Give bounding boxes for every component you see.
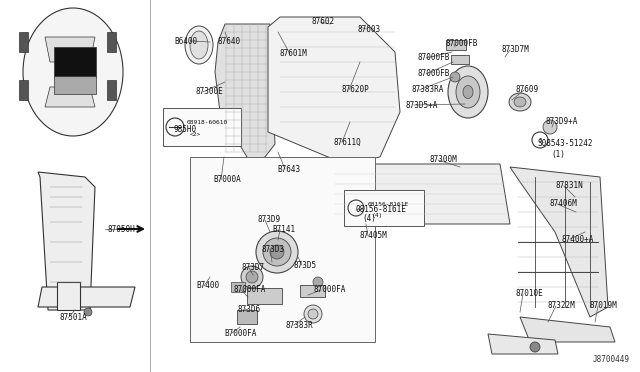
Bar bbox=[190, 157, 375, 342]
Text: 87300M: 87300M bbox=[430, 155, 458, 164]
Text: 87602: 87602 bbox=[312, 17, 335, 26]
Text: 87400+A: 87400+A bbox=[562, 234, 595, 244]
Polygon shape bbox=[488, 334, 558, 354]
Polygon shape bbox=[268, 17, 400, 164]
Text: 873D7M: 873D7M bbox=[502, 45, 530, 55]
Circle shape bbox=[450, 72, 460, 82]
Text: 87000FA: 87000FA bbox=[233, 285, 266, 295]
Text: 87000FA: 87000FA bbox=[313, 285, 346, 295]
Ellipse shape bbox=[448, 66, 488, 118]
Text: 87406M: 87406M bbox=[549, 199, 577, 208]
Text: B6400: B6400 bbox=[174, 36, 197, 45]
Text: 873D7: 873D7 bbox=[241, 263, 264, 273]
Text: 87050H: 87050H bbox=[108, 224, 136, 234]
Polygon shape bbox=[38, 287, 135, 307]
Text: 873D3: 873D3 bbox=[262, 244, 285, 253]
Text: 87611Q: 87611Q bbox=[334, 138, 362, 147]
Text: 87609: 87609 bbox=[516, 86, 539, 94]
Text: 87000FB: 87000FB bbox=[418, 54, 451, 62]
Bar bbox=[231, 282, 245, 292]
Text: 87601M: 87601M bbox=[280, 49, 308, 58]
Polygon shape bbox=[330, 164, 510, 224]
Text: 873D9: 873D9 bbox=[257, 215, 280, 224]
Text: 985H0: 985H0 bbox=[174, 125, 197, 134]
Text: 873D9+A: 873D9+A bbox=[546, 118, 579, 126]
Ellipse shape bbox=[304, 305, 322, 323]
Bar bbox=[54, 76, 96, 94]
Bar bbox=[237, 310, 257, 324]
Polygon shape bbox=[57, 282, 80, 310]
Text: 873D5+A: 873D5+A bbox=[406, 100, 438, 109]
Bar bbox=[163, 108, 241, 146]
Text: 08918-60610: 08918-60610 bbox=[187, 119, 228, 125]
Text: 87322M: 87322M bbox=[548, 301, 576, 311]
Text: 87640: 87640 bbox=[218, 36, 241, 45]
Ellipse shape bbox=[263, 238, 291, 266]
Text: (4): (4) bbox=[362, 215, 376, 224]
Ellipse shape bbox=[185, 26, 213, 64]
Text: 87501A: 87501A bbox=[60, 314, 88, 323]
Ellipse shape bbox=[23, 8, 123, 136]
Text: 87010E: 87010E bbox=[515, 289, 543, 298]
Text: 87603: 87603 bbox=[358, 25, 381, 33]
Bar bbox=[107, 32, 116, 52]
Bar bbox=[107, 80, 116, 100]
Ellipse shape bbox=[270, 245, 284, 259]
Text: B7141: B7141 bbox=[272, 225, 295, 234]
Text: 87000FB: 87000FB bbox=[446, 39, 478, 48]
Text: 87019M: 87019M bbox=[590, 301, 618, 311]
Ellipse shape bbox=[543, 120, 557, 134]
Text: 87300E: 87300E bbox=[195, 87, 223, 96]
Ellipse shape bbox=[456, 76, 480, 108]
Ellipse shape bbox=[241, 266, 263, 288]
Bar bbox=[451, 55, 469, 64]
Bar bbox=[300, 285, 325, 297]
Polygon shape bbox=[510, 167, 608, 317]
Polygon shape bbox=[45, 37, 95, 62]
Text: 87405M: 87405M bbox=[360, 231, 388, 241]
Circle shape bbox=[84, 308, 92, 316]
Ellipse shape bbox=[463, 86, 473, 99]
Polygon shape bbox=[215, 24, 275, 162]
Bar bbox=[247, 288, 282, 304]
Bar bbox=[19, 80, 28, 100]
Text: B7400: B7400 bbox=[196, 282, 219, 291]
Ellipse shape bbox=[246, 271, 258, 283]
Bar bbox=[446, 40, 466, 50]
Text: <2>: <2> bbox=[190, 131, 201, 137]
Text: J8700449: J8700449 bbox=[593, 355, 630, 364]
Bar bbox=[54, 47, 96, 77]
Text: (4): (4) bbox=[372, 214, 383, 218]
Text: 873D5: 873D5 bbox=[294, 260, 317, 269]
Text: B7643: B7643 bbox=[277, 164, 300, 173]
Ellipse shape bbox=[190, 31, 208, 59]
Text: 87383RA: 87383RA bbox=[411, 86, 444, 94]
Ellipse shape bbox=[308, 309, 318, 319]
Text: 08156-8161E: 08156-8161E bbox=[355, 205, 406, 214]
Text: 87331N: 87331N bbox=[556, 182, 584, 190]
Polygon shape bbox=[38, 172, 95, 310]
Polygon shape bbox=[45, 87, 95, 107]
Text: B7000FA: B7000FA bbox=[224, 328, 257, 337]
Text: S: S bbox=[538, 138, 541, 142]
Text: S08543-51242: S08543-51242 bbox=[537, 140, 593, 148]
Polygon shape bbox=[520, 317, 615, 342]
Text: B7000A: B7000A bbox=[213, 176, 241, 185]
Ellipse shape bbox=[509, 93, 531, 111]
Text: 87000FB: 87000FB bbox=[418, 70, 451, 78]
Circle shape bbox=[313, 277, 323, 287]
Bar bbox=[19, 32, 28, 52]
Ellipse shape bbox=[514, 97, 526, 107]
Text: 87620P: 87620P bbox=[341, 86, 369, 94]
Text: 08156-8161E: 08156-8161E bbox=[368, 202, 409, 206]
Circle shape bbox=[530, 342, 540, 352]
Text: 873D6: 873D6 bbox=[237, 305, 260, 314]
Text: (1): (1) bbox=[551, 150, 565, 158]
Ellipse shape bbox=[256, 231, 298, 273]
Bar bbox=[344, 190, 424, 226]
Text: 87383R: 87383R bbox=[286, 321, 314, 330]
